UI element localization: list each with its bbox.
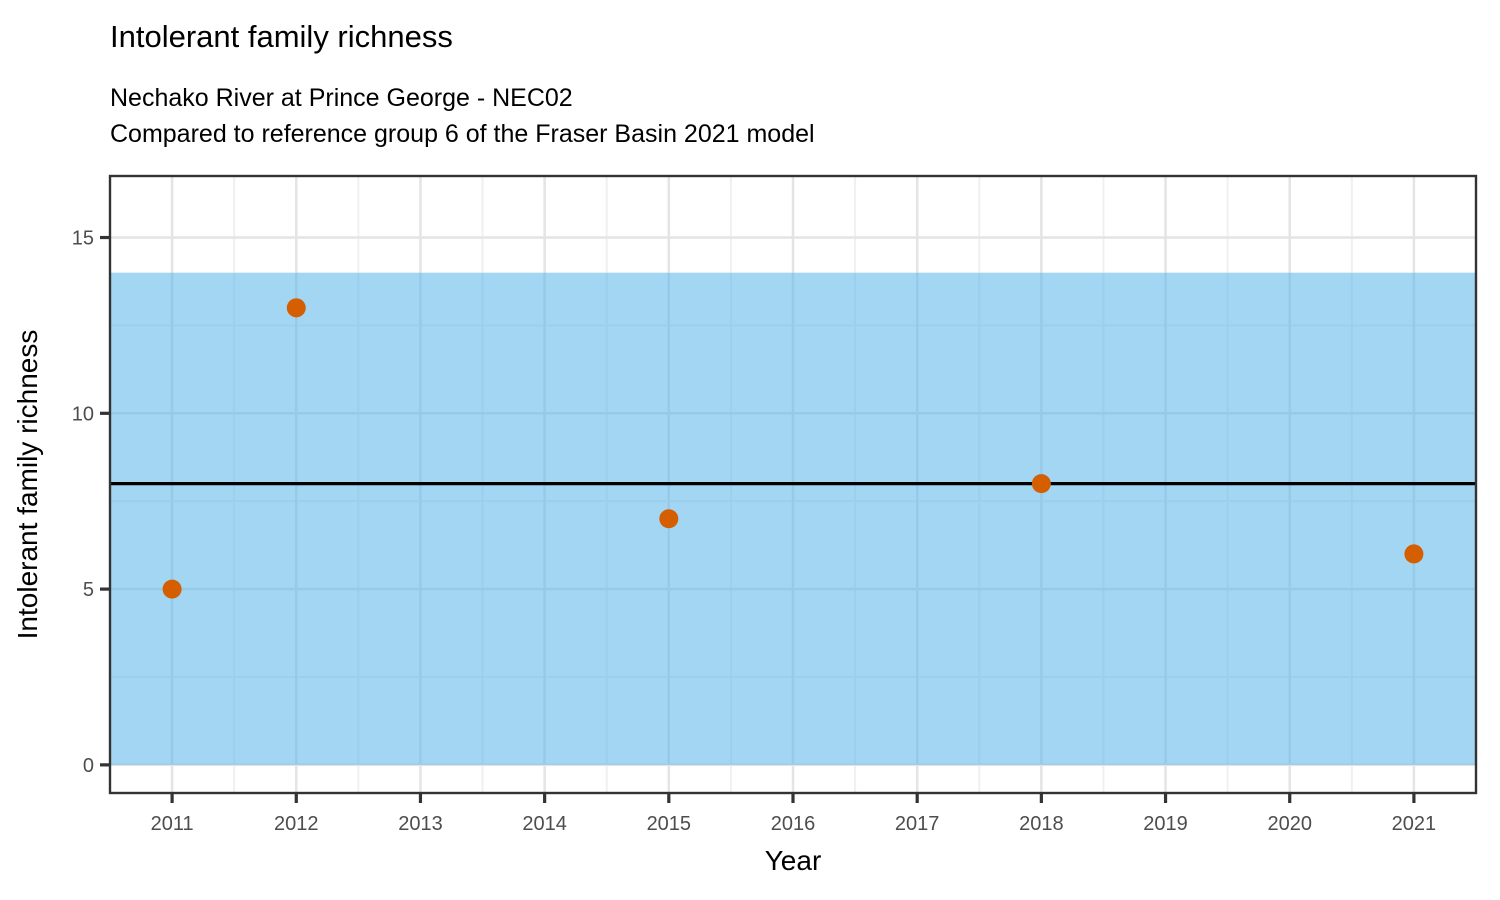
x-tick-label: 2019 [1143, 813, 1188, 835]
data-point [1031, 474, 1051, 494]
y-axis-title: Intolerant family richness [12, 330, 43, 640]
x-tick-label: 2014 [522, 813, 567, 835]
x-tick-label: 2015 [647, 813, 692, 835]
x-axis-title: Year [765, 845, 822, 876]
x-tick-label: 2016 [771, 813, 816, 835]
y-tick-label: 10 [72, 403, 94, 425]
data-point [659, 509, 679, 529]
data-point [286, 298, 306, 318]
data-point [1404, 544, 1424, 564]
x-tick-label: 2011 [151, 813, 194, 835]
x-tick-label: 2020 [1267, 813, 1312, 835]
x-tick-label: 2018 [1019, 813, 1064, 835]
y-tick-label: 0 [83, 755, 94, 777]
panel-border [108, 174, 1478, 795]
x-tick-label: 2013 [398, 813, 443, 835]
x-tick-label: 2021 [1392, 813, 1437, 835]
x-tick-label: 2012 [274, 813, 319, 835]
chart-subtitle: Nechako River at Prince George - NEC02 C… [110, 80, 815, 152]
x-tick-label: 2017 [895, 813, 940, 835]
reference-band [110, 272, 1476, 765]
data-point [162, 579, 182, 599]
y-tick-label: 15 [72, 228, 94, 250]
chart-subtitle-line2: Compared to reference group 6 of the Fra… [110, 120, 815, 148]
chart-title: Intolerant family richness [110, 19, 453, 54]
y-tick-label: 5 [83, 579, 94, 601]
chart-subtitle-line1: Nechako River at Prince George - NEC02 [110, 84, 573, 112]
